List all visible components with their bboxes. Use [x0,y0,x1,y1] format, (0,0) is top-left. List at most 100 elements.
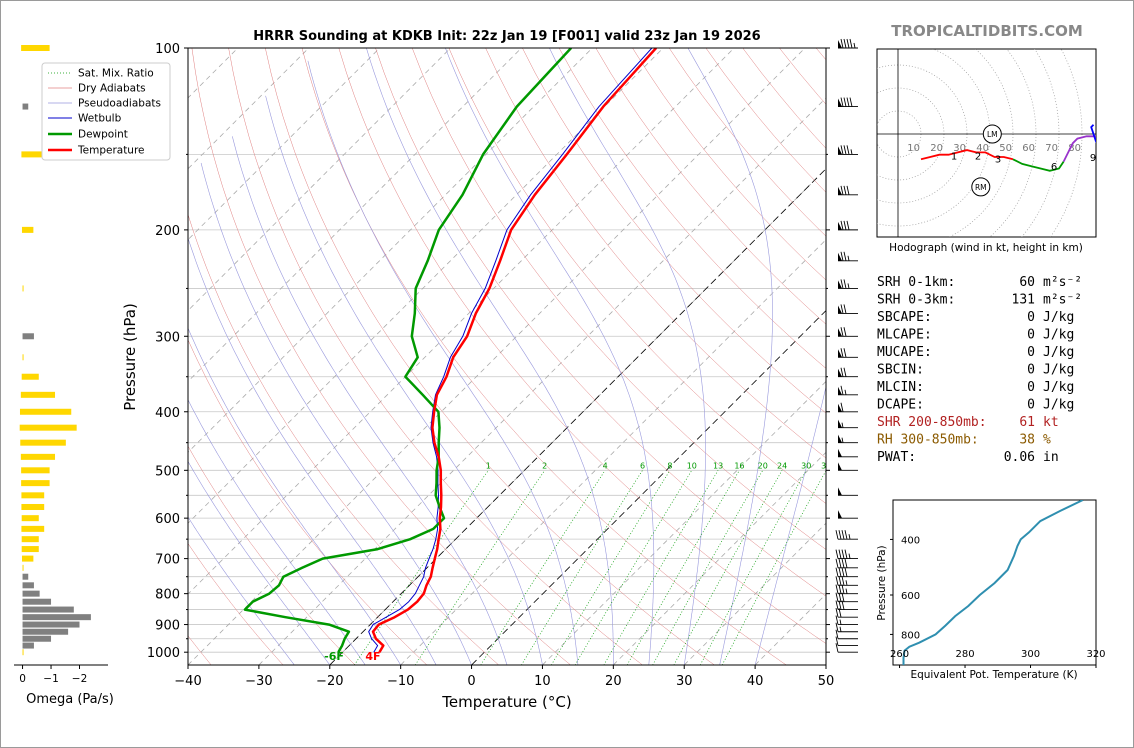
barb-full-feather [841,567,845,577]
omega-bar [19,424,77,431]
theta-e-plot: 260 280 300 320 400 600 800 [890,500,1106,668]
omega-bar [21,503,45,510]
legend-box [41,62,171,161]
index-value: 0 [1027,363,1035,378]
index-label: DCAPE: [877,398,924,413]
watermark: TROPICALTIDBITS.COM [891,22,1083,40]
omega-bar [21,373,39,380]
mixing-ratio-line [414,470,545,665]
index-row: PWAT: 0.06 in [877,450,1059,465]
mixing-ratio-label: 30 [801,461,811,470]
moist-adiabat-line [687,48,773,665]
barb-half-feather [850,149,853,155]
moist-adiabat-line [188,516,295,665]
barb-half-feather [847,255,850,261]
isotherm-line [258,97,826,665]
legend-label-dry-adiabats: Dry Adiabats [78,83,146,95]
omega-bar [22,354,24,361]
wind-barb [835,530,858,540]
moist-adiabat-line [445,48,655,665]
legend: Sat. Mix. Ratio Dry Adiabats Pseudoadiab… [41,62,171,161]
hodograph-caption: Hodograph (wind in kt, height in km) [889,242,1083,254]
index-unit: in [1043,450,1059,465]
index-value: 0 [1027,310,1035,325]
omega-bar [22,628,69,635]
barb-pennant [838,349,842,358]
index-label: SBCAPE: [877,310,932,325]
barb-pennant [838,368,842,377]
barb-half-feather [845,588,848,594]
barb-pennant [838,305,842,314]
legend-label-pseudoadiabats: Pseudoadiabats [78,98,161,110]
barb-full-feather [835,592,839,602]
barb-half-feather [839,619,842,625]
omega-bar [20,439,66,446]
moist-adiabat-line [232,136,508,665]
mixing-ratio-line [673,470,783,665]
skewt-ylabel: Pressure (hPa) [121,303,139,411]
index-label: SBCIN: [877,363,924,378]
hodograph-ring-label: 10 [907,143,920,154]
barb-pennant [838,487,842,496]
temperature-profile-line [371,48,658,653]
barb-full-feather [835,567,839,577]
wind-barb [835,576,858,586]
index-unit: J/kg [1043,310,1074,325]
x-tick-label: 30 [676,674,693,689]
barb-full-feather [843,97,847,107]
moist-adiabat-line [754,385,826,665]
index-value: 60 [1019,275,1035,290]
dry-adiabat-line [338,48,826,644]
wind-barb [838,38,858,49]
barb-full-feather [840,327,844,337]
barb-pennant [838,98,842,107]
index-label: RH 300-850mb: [877,433,979,448]
p-tick-label: 300 [155,330,180,345]
barb-full-feather [844,530,848,540]
dry-adiabat-line [265,48,715,665]
barb-full-feather [843,251,847,261]
barb-full-feather [843,220,847,230]
index-label: MLCAPE: [877,328,932,343]
index-label: SRH 0-1km: [877,275,955,290]
isotherm-line [471,309,826,665]
omega-bar [22,598,52,605]
hodograph-ring-label: 70 [1045,143,1058,154]
wind-barb [838,185,858,196]
index-value: 131 [1012,293,1035,308]
hodograph-segment-line [1090,124,1096,144]
wind-barb [838,279,858,289]
wind-barb [835,600,858,611]
wind-barb [838,385,858,396]
legend-label-dewpoint: Dewpoint [78,129,128,141]
barb-pennant [838,462,842,471]
hodograph-height-label: 3 [995,155,1001,166]
dry-adiabat-line [301,48,787,665]
omega-bar [21,555,34,562]
barb-full-feather [840,402,844,412]
barb-half-feather [848,534,851,540]
omega-bar [21,546,39,553]
barb-pennant [838,386,842,395]
omega-tick-label: 0 [19,673,26,685]
barb-full-feather [838,567,842,577]
index-unit: % [1043,433,1051,448]
omega-tick-label: −2 [72,673,87,685]
wind-barb [838,487,858,496]
index-value: 0 [1027,380,1035,395]
isotherm-line [188,48,522,383]
hodograph: 10 20 30 40 50 60 70 80 1 2 3 6 9 LM RM [877,49,1096,237]
omega-bar [22,621,80,628]
isotherm-line [542,380,826,665]
moist-adiabat-line [307,60,579,665]
moist-adiabat-line [188,237,437,665]
index-row: SRH 0-3km: 131 m²s⁻² [877,293,1082,308]
index-unit: m²s⁻² [1043,275,1082,290]
barb-full-feather [835,643,839,653]
wind-barb [838,510,858,519]
barb-full-feather [843,279,847,289]
omega-bar [19,408,72,415]
barb-full-feather [843,38,847,49]
barb-full-feather [835,558,839,568]
barb-half-feather [848,553,851,559]
